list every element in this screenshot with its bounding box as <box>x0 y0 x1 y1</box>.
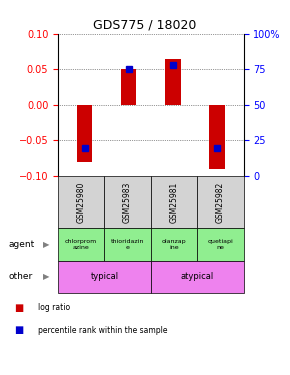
Text: quetiapi
ne: quetiapi ne <box>208 239 233 250</box>
Text: GSM25983: GSM25983 <box>123 182 132 223</box>
Text: ▶: ▶ <box>43 240 49 249</box>
Text: GSM25982: GSM25982 <box>216 182 225 223</box>
Text: thioridazin
e: thioridazin e <box>111 239 144 250</box>
Bar <box>121 69 136 105</box>
Text: GSM25980: GSM25980 <box>77 182 86 223</box>
Text: percentile rank within the sample: percentile rank within the sample <box>38 326 167 334</box>
Text: atypical: atypical <box>181 272 214 281</box>
Text: other: other <box>9 272 33 281</box>
Text: typical: typical <box>90 272 118 281</box>
Text: GDS775 / 18020: GDS775 / 18020 <box>93 19 197 32</box>
Text: ■: ■ <box>14 325 24 335</box>
Text: ▶: ▶ <box>43 272 49 281</box>
Text: olanzap
ine: olanzap ine <box>162 239 186 250</box>
Text: log ratio: log ratio <box>38 303 70 312</box>
Bar <box>165 58 181 105</box>
Text: GSM25981: GSM25981 <box>169 182 179 223</box>
Bar <box>209 105 225 169</box>
Bar <box>77 105 92 162</box>
Text: ■: ■ <box>14 303 24 312</box>
Text: agent: agent <box>9 240 35 249</box>
Text: chlorprom
azine: chlorprom azine <box>65 239 97 250</box>
